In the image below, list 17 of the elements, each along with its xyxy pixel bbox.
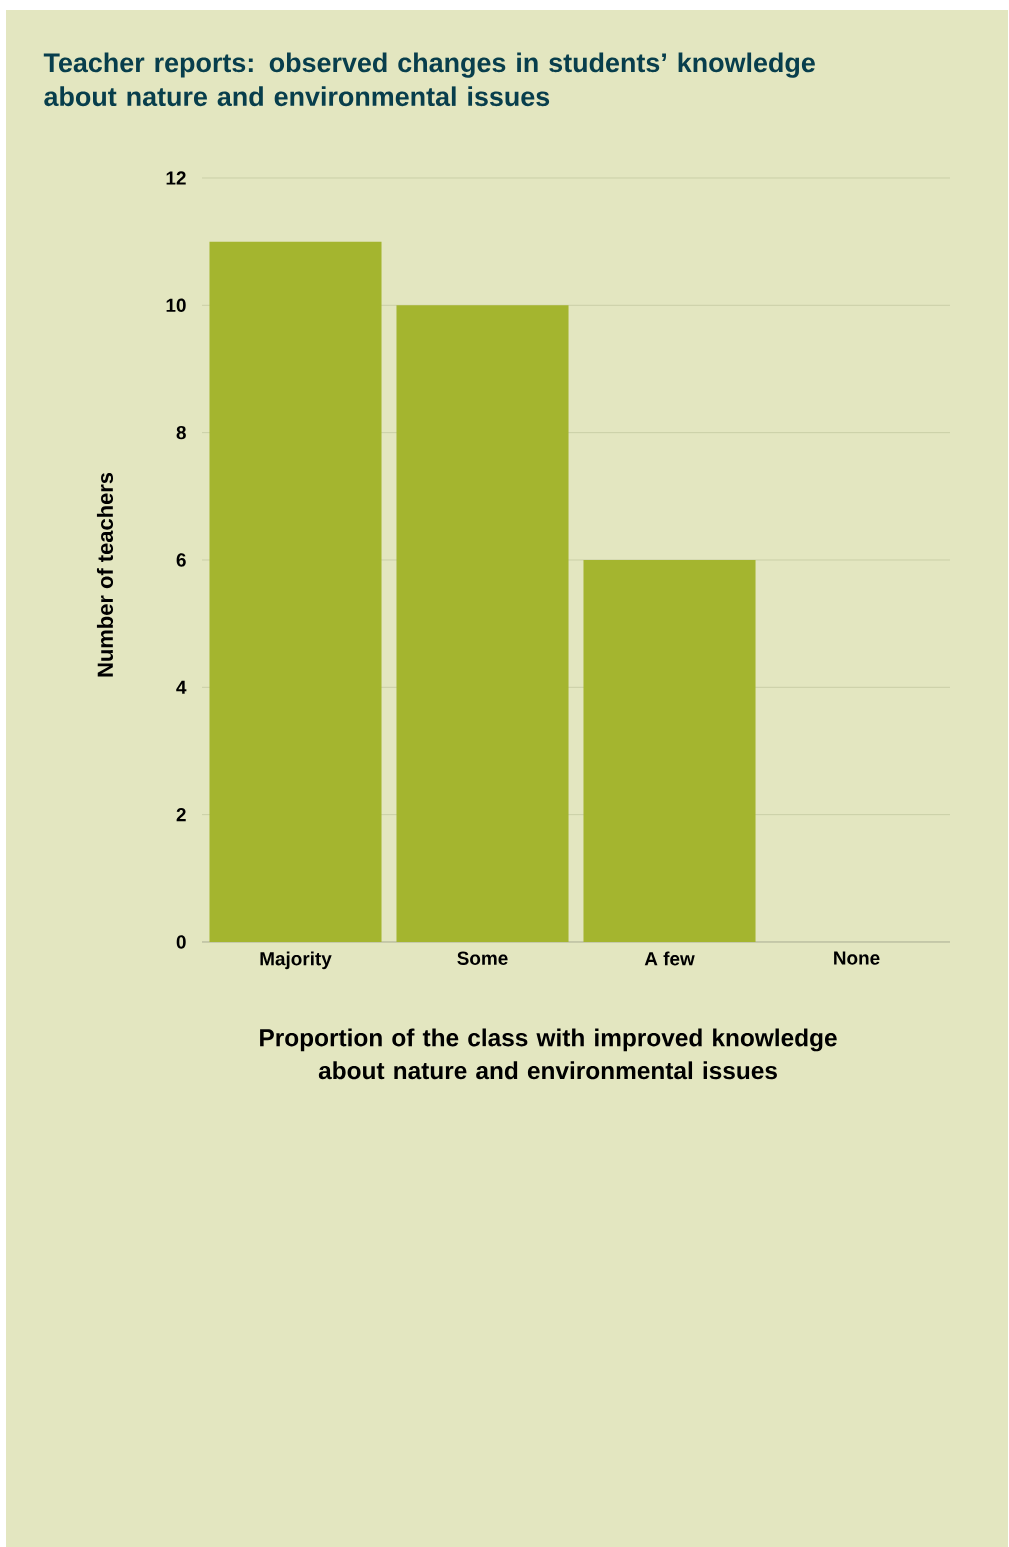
x-tick-label: Majority: [260, 951, 332, 970]
y-tick-label: 2: [176, 808, 186, 822]
bar: [583, 559, 756, 942]
y-tick-label: 8: [176, 425, 186, 440]
y-axis-title: Number of teachers: [96, 472, 114, 677]
y-tick-label: 4: [176, 680, 187, 694]
bar: [396, 305, 569, 942]
x-tick-label: None: [834, 951, 880, 965]
chart-title: Teacher reports: observed changes in students’ knowledge about nature and environmental issues: [43, 52, 815, 107]
x-axis-title: Proportion of the class with improved knowledge about nature and environmental issues: [260, 1028, 837, 1080]
x-tick-label: Some: [457, 951, 508, 965]
x-tick-label: A few: [644, 951, 695, 966]
y-tick-label: 6: [176, 553, 186, 567]
y-tick-label: 10: [166, 298, 186, 313]
y-tick-label: 12: [166, 171, 186, 185]
y-tick-label: 0: [176, 935, 186, 949]
bar: [209, 241, 382, 942]
